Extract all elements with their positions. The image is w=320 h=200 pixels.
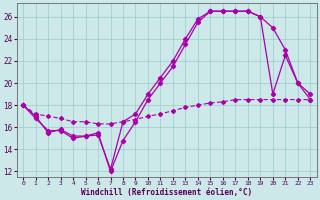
X-axis label: Windchill (Refroidissement éolien,°C): Windchill (Refroidissement éolien,°C) <box>81 188 252 197</box>
